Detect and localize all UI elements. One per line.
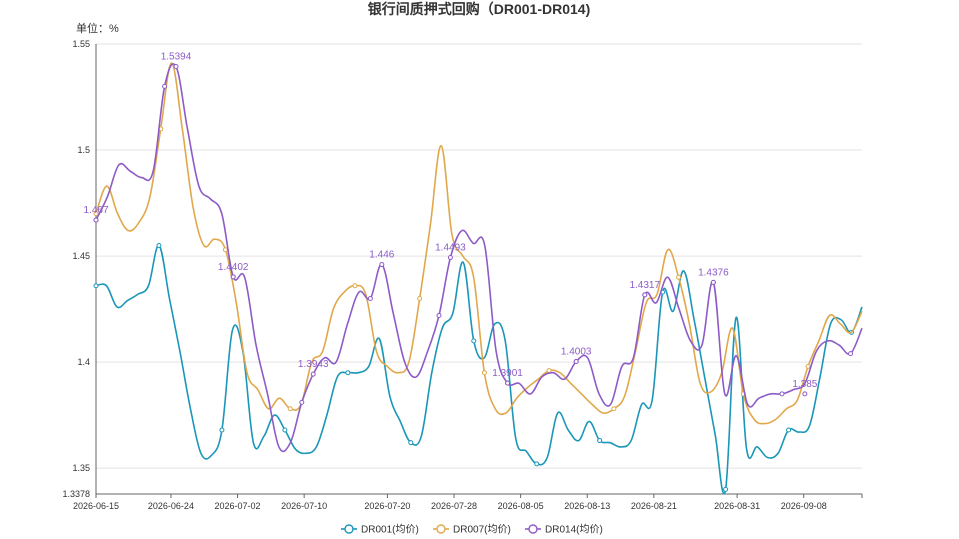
x-tick-label: 2026-09-08 [781, 501, 827, 511]
data-label: 1.4003 [561, 346, 592, 357]
y-tick-label: 1.5 [77, 145, 90, 155]
x-tick-label: 2026-07-20 [364, 501, 410, 511]
labeled-data-point [230, 274, 236, 280]
labeled-data-point [642, 292, 648, 298]
data-point [93, 211, 99, 217]
y-tick-label: 1.45 [72, 251, 90, 261]
grid-lines [96, 43, 862, 495]
series-line-3 [95, 63, 863, 453]
data-point [219, 427, 225, 433]
x-tick-label: 2026-08-31 [714, 501, 760, 511]
labeled-data-point [379, 262, 385, 268]
data-point [786, 427, 792, 433]
data-point [481, 370, 487, 376]
labeled-data-point [505, 380, 511, 386]
labeled-data-point [573, 358, 579, 364]
data-point [534, 461, 540, 467]
x-tick-label: 2026-08-13 [564, 501, 610, 511]
data-label: 1.4317 [629, 280, 660, 291]
data-point [156, 242, 162, 248]
axes: 1.55 1.5 1.45 1.4 1.35 1.3378 2026-06-15 2026-0… [62, 39, 863, 511]
data-label: 1.446 [369, 250, 394, 261]
legend-label: DR007(均价) [453, 524, 511, 536]
series-line-1 [95, 244, 863, 495]
y-tick-label: 1.4 [77, 357, 90, 367]
data-point [287, 406, 293, 412]
legend[interactable]: DR001(均价) DR007(均价) DR014(均价) [341, 524, 603, 536]
legend-label: DR014(均价) [545, 524, 603, 536]
series-lines [93, 62, 863, 495]
x-tick-label: 2026-07-10 [281, 501, 327, 511]
data-point [345, 370, 351, 376]
x-tick-label: 2026-07-02 [215, 501, 261, 511]
x-tick-label: 2026-08-05 [498, 501, 544, 511]
data-point [723, 486, 729, 492]
labeled-data-point [173, 63, 179, 69]
x-tick-label: 2026-07-28 [431, 501, 477, 511]
legend-marker [528, 524, 538, 534]
labeled-data-point [93, 217, 99, 223]
labeled-data-point [310, 371, 316, 377]
data-point [471, 338, 477, 344]
labeled-data-point [447, 255, 453, 261]
data-point [367, 295, 373, 301]
data-point [436, 312, 442, 318]
unit-label: 单位：% [76, 21, 119, 35]
y-tick-label: 1.3378 [62, 489, 90, 499]
data-point [222, 247, 228, 253]
data-label: 1.4493 [435, 243, 466, 254]
x-tick-label: 2026-06-15 [73, 501, 119, 511]
y-tick-label: 1.55 [72, 39, 90, 49]
legend-label: DR001(均价) [361, 524, 419, 536]
data-label: 1.4402 [218, 262, 249, 273]
data-label: 1.385 [792, 379, 817, 390]
data-point [352, 283, 358, 289]
x-tick-label: 2026-06-24 [148, 501, 194, 511]
legend-item-2[interactable]: DR007(均价) [433, 524, 511, 536]
data-point [417, 295, 423, 301]
data-point [162, 83, 168, 89]
data-point [93, 283, 99, 289]
data-point [597, 438, 603, 444]
data-label: 1.3943 [298, 359, 329, 370]
data-labels: 1.467 1.5394 1.4402 1.3943 1.446 1.4493 1.3901… [83, 51, 818, 397]
x-tick-label: 2026-08-21 [631, 501, 677, 511]
data-point [805, 363, 811, 369]
data-point [282, 427, 288, 433]
labeled-data-point [710, 279, 716, 285]
chart-title: 银行间质押式回购（DR001-DR014) [368, 1, 590, 17]
data-label: 1.3901 [492, 368, 523, 379]
data-label: 1.467 [83, 205, 108, 216]
labeled-data-point [802, 391, 808, 397]
legend-marker [344, 524, 354, 534]
data-label: 1.4376 [698, 267, 729, 278]
data-point [299, 399, 305, 405]
legend-marker [436, 524, 446, 534]
series-line-2 [95, 62, 863, 425]
legend-item-1[interactable]: DR001(均价) [341, 524, 419, 536]
data-point [676, 274, 682, 280]
y-tick-label: 1.35 [72, 463, 90, 473]
data-point [408, 440, 414, 446]
data-label: 1.5394 [161, 51, 192, 62]
data-point [848, 351, 854, 357]
data-point [779, 391, 785, 397]
data-point [611, 406, 617, 412]
legend-item-3[interactable]: DR014(均价) [525, 524, 603, 536]
